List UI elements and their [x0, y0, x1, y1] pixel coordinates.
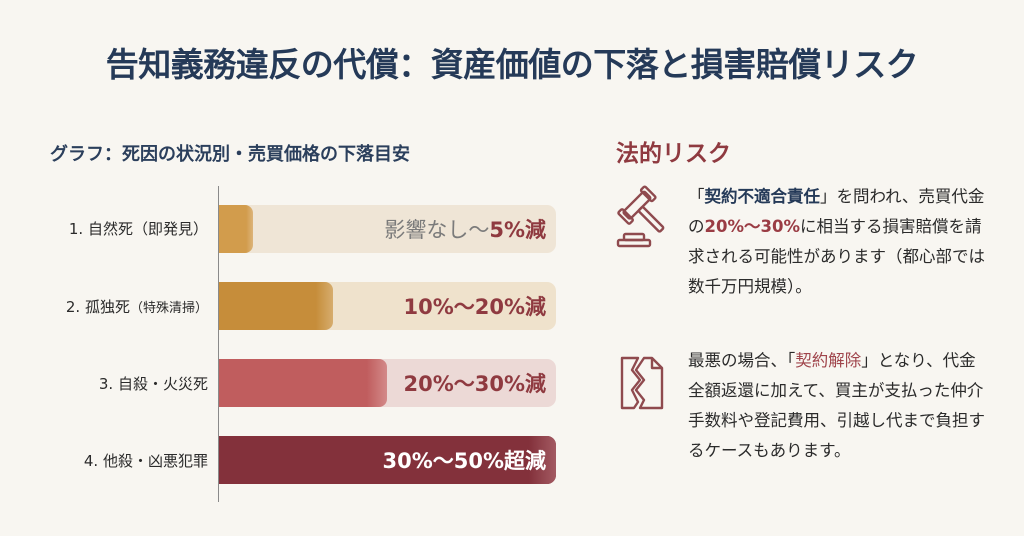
row-main: 孤独死 — [84, 298, 130, 316]
row-number: 2. — [65, 298, 85, 316]
bar-value: 影響なし〜 5%減 — [384, 218, 546, 242]
bar-lonely-death: 10%〜20%減 — [219, 282, 556, 330]
row-number: 3. — [98, 375, 118, 393]
row-sub: （特殊清掃） — [129, 301, 208, 316]
bar-fill — [219, 205, 253, 253]
row-number: 1. — [68, 220, 88, 238]
row-sub: （即発見） — [132, 220, 208, 238]
bar-fill — [219, 359, 387, 407]
gavel-icon — [610, 182, 680, 258]
bar-fill — [219, 436, 556, 484]
row-main: 自殺・火災死 — [117, 375, 208, 393]
bar-value: 10%〜20%減 — [403, 295, 546, 319]
chart-title: グラフ：死因の状況別・売買価格の下落目安 — [50, 144, 410, 165]
row-label-lonely-death: 2. 孤独死（特殊清掃） — [0, 296, 208, 317]
row-number: 4. — [83, 452, 103, 470]
page-title: 告知義務違反の代償：資産価値の下落と損害賠償リスク — [105, 45, 919, 84]
bar-fill — [219, 282, 333, 330]
row-label-natural-death: 1. 自然死（即発見） — [0, 218, 208, 239]
legal-text-cancellation: 最悪の場合、「契約解除」となり、代金全額返還に加えて、買主が支払った仲介手数料や… — [688, 351, 985, 460]
bar-natural-death: 影響なし〜 5%減 — [219, 205, 556, 253]
torn-document-icon — [618, 354, 666, 416]
bar-value: 30%〜50%超減 — [382, 449, 546, 473]
bar-value: 20%〜30%減 — [403, 372, 546, 396]
row-label-suicide-fire: 3. 自殺・火災死 — [0, 373, 208, 394]
chart-axis — [218, 186, 219, 502]
bar-suicide-fire: 20%〜30%減 — [219, 359, 556, 407]
legal-risk-title: 法的リスク — [616, 141, 731, 167]
row-main: 他殺・凶悪犯罪 — [102, 452, 208, 470]
legal-text-liability: 「契約不適合責任」を問われ、売買代金の20%〜30%に相当する損害賠償を請求され… — [688, 187, 985, 296]
row-main: 自然死 — [87, 220, 133, 238]
bar-homicide: 30%〜50%超減 — [219, 436, 556, 484]
row-label-homicide: 4. 他殺・凶悪犯罪 — [0, 450, 208, 471]
